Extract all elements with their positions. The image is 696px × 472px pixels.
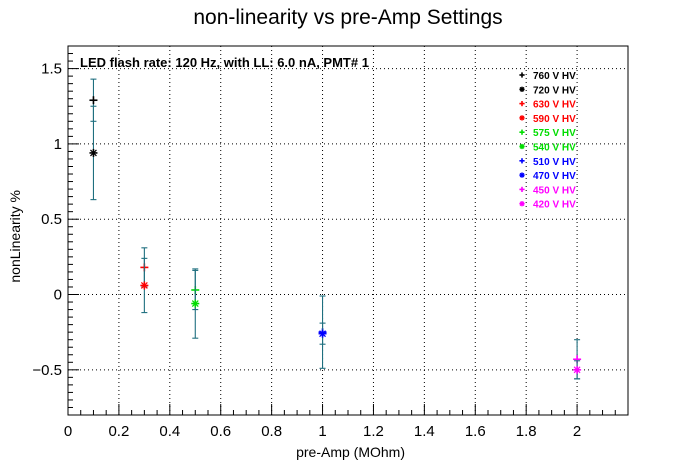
legend-marker	[519, 172, 525, 178]
x-tick-label: 1.2	[363, 423, 384, 440]
legend: 760 V HV 720 V HV 630 V HV 590 V HV 575 V HV…	[519, 71, 576, 211]
marker-stroke-d2	[519, 172, 525, 178]
marker-stroke-d2	[319, 330, 326, 338]
legend-marker	[519, 101, 525, 107]
data-points	[89, 78, 582, 380]
legend-label: 575 V HV	[533, 128, 576, 139]
legend-marker	[519, 186, 525, 192]
legend-label: 450 V HV	[533, 185, 576, 196]
y-tick-label: 1	[54, 136, 62, 153]
y-tick-label: 0	[54, 287, 62, 304]
data-point	[89, 148, 98, 157]
legend-label: 590 V HV	[533, 114, 576, 125]
x-axis: 0 0.2 0.4 0.6 0.8 1 1.2 1.4 1.6 1.8 2	[64, 404, 616, 440]
marker-stroke-d2	[519, 201, 525, 207]
data-point	[89, 96, 98, 105]
x-tick-label: 1.8	[516, 423, 537, 440]
y-axis-title: nonLinearity %	[7, 190, 23, 283]
data-point	[140, 281, 149, 290]
chart-title: non-linearity vs pre-Amp Settings	[193, 6, 502, 29]
data-point	[191, 299, 200, 308]
grid	[68, 46, 628, 415]
marker-stroke-d2	[573, 366, 581, 374]
x-tick-label: 1.4	[414, 423, 435, 440]
marker-stroke-d2	[519, 86, 525, 92]
legend-marker	[519, 143, 525, 150]
y-axis: −0.5 0 0.5 1 1.5	[32, 53, 79, 416]
marker-stroke-d2	[519, 115, 525, 121]
x-tick-label: 0	[64, 423, 72, 440]
legend-label: 540 V HV	[533, 143, 576, 154]
x-axis-title: pre-Amp (MOhm)	[296, 444, 405, 460]
x-tick-label: 1	[318, 423, 326, 440]
marker-stroke-d2	[519, 144, 525, 149]
x-tick-label: 0.8	[261, 423, 282, 440]
legend-marker	[519, 72, 525, 78]
x-tick-label: 0.4	[159, 423, 180, 440]
data-point	[573, 365, 582, 374]
legend-label: 470 V HV	[533, 171, 576, 182]
legend-label: 510 V HV	[533, 157, 576, 168]
legend-marker	[519, 129, 525, 135]
data-point	[318, 329, 327, 338]
legend-marker	[519, 201, 525, 207]
legend-marker	[519, 158, 525, 164]
legend-label: 420 V HV	[533, 200, 576, 211]
marker-stroke-d2	[90, 149, 97, 157]
y-tick-label: −0.5	[32, 362, 62, 379]
legend-marker	[519, 115, 525, 121]
marker-stroke-d2	[191, 300, 199, 307]
annotation: LED flash rate: 120 Hz, with LL: 6.0 nA,…	[80, 55, 369, 70]
x-tick-label: 0.6	[210, 423, 231, 440]
y-tick-label: 0.5	[41, 211, 62, 228]
y-tick-label: 1.5	[41, 61, 62, 78]
legend-marker	[519, 86, 525, 92]
legend-label: 630 V HV	[533, 100, 576, 111]
legend-label: 720 V HV	[533, 85, 576, 96]
x-tick-label: 2	[573, 423, 581, 440]
x-tick-label: 1.6	[465, 423, 486, 440]
x-tick-label: 0.2	[108, 423, 129, 440]
marker-stroke-d2	[140, 282, 148, 289]
legend-label: 760 V HV	[533, 71, 576, 82]
